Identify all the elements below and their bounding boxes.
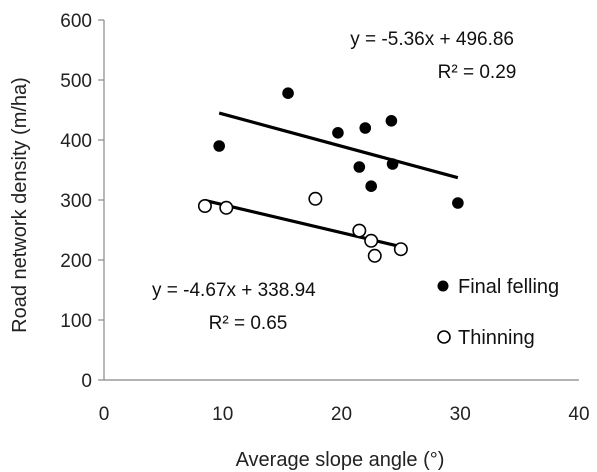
x-tick-label: 30 (450, 404, 471, 425)
y-tick-label: 400 (60, 131, 92, 152)
legend-label-final-felling: Final felling (458, 276, 559, 298)
y-tick-label: 0 (81, 371, 92, 392)
point-final-felling (359, 122, 372, 134)
final-felling-equation: y = -5.36x + 496.86 (350, 29, 514, 50)
point-thinning (219, 200, 234, 215)
y-tick-label: 300 (60, 191, 92, 212)
x-axis-title: Average slope angle (°) (236, 449, 445, 471)
point-thinning (197, 199, 212, 214)
data-points (197, 87, 464, 263)
final-felling-r2: R² = 0.29 (438, 62, 517, 83)
point-final-felling (386, 158, 399, 170)
y-tick-labels: 0 100 200 300 400 500 600 (60, 11, 104, 392)
point-final-felling (452, 197, 464, 209)
legend-label-thinning: Thinning (458, 327, 535, 349)
x-tick-label: 0 (99, 404, 110, 425)
point-thinning (352, 223, 367, 238)
point-final-felling (353, 161, 366, 173)
thinning-equation: y = -4.67x + 338.94 (152, 280, 316, 301)
y-tick-label: 100 (60, 311, 92, 332)
legend: Final felling Thinning (437, 276, 559, 349)
y-axis-title: Road network density (m/ha) (9, 77, 31, 333)
point-final-felling (365, 180, 377, 192)
thinning-r2: R² = 0.65 (209, 313, 288, 334)
point-thinning (393, 242, 408, 257)
point-thinning (308, 191, 323, 206)
trendlines (204, 111, 459, 249)
point-thinning (367, 248, 382, 263)
point-thinning (364, 233, 379, 248)
legend-marker-thinning (437, 330, 451, 344)
legend-marker-final-felling (437, 280, 449, 292)
x-tick-label: 10 (212, 404, 233, 425)
y-tick-label: 600 (60, 11, 92, 32)
trendline-final-felling (218, 111, 459, 180)
point-final-felling (282, 87, 294, 99)
y-tick-label: 500 (60, 71, 92, 92)
point-final-felling (213, 140, 225, 152)
point-final-felling (385, 115, 398, 127)
x-tick-label: 20 (331, 404, 352, 425)
x-tick-labels: 0 10 20 30 40 (99, 404, 590, 425)
y-tick-label: 200 (60, 251, 92, 272)
point-final-felling (332, 127, 344, 139)
x-tick-label: 40 (568, 404, 589, 425)
